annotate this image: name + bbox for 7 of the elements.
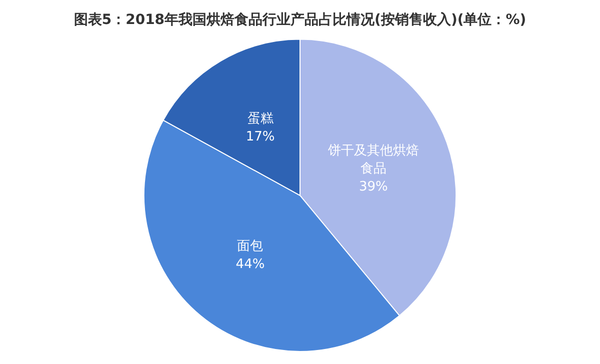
slice-label: 饼干及其他烘焙食品 bbox=[326, 143, 419, 176]
chart-title: 图表5：2018年我国烘焙食品行业产品占比情况(按销售收入)(单位：%) bbox=[74, 11, 526, 28]
data-label: 17% bbox=[246, 130, 275, 145]
data-label: 39% bbox=[358, 179, 388, 194]
slice-label: 面包 bbox=[237, 238, 264, 254]
data-label: 44% bbox=[236, 256, 265, 272]
slice-label: 蛋糕 bbox=[247, 112, 274, 127]
